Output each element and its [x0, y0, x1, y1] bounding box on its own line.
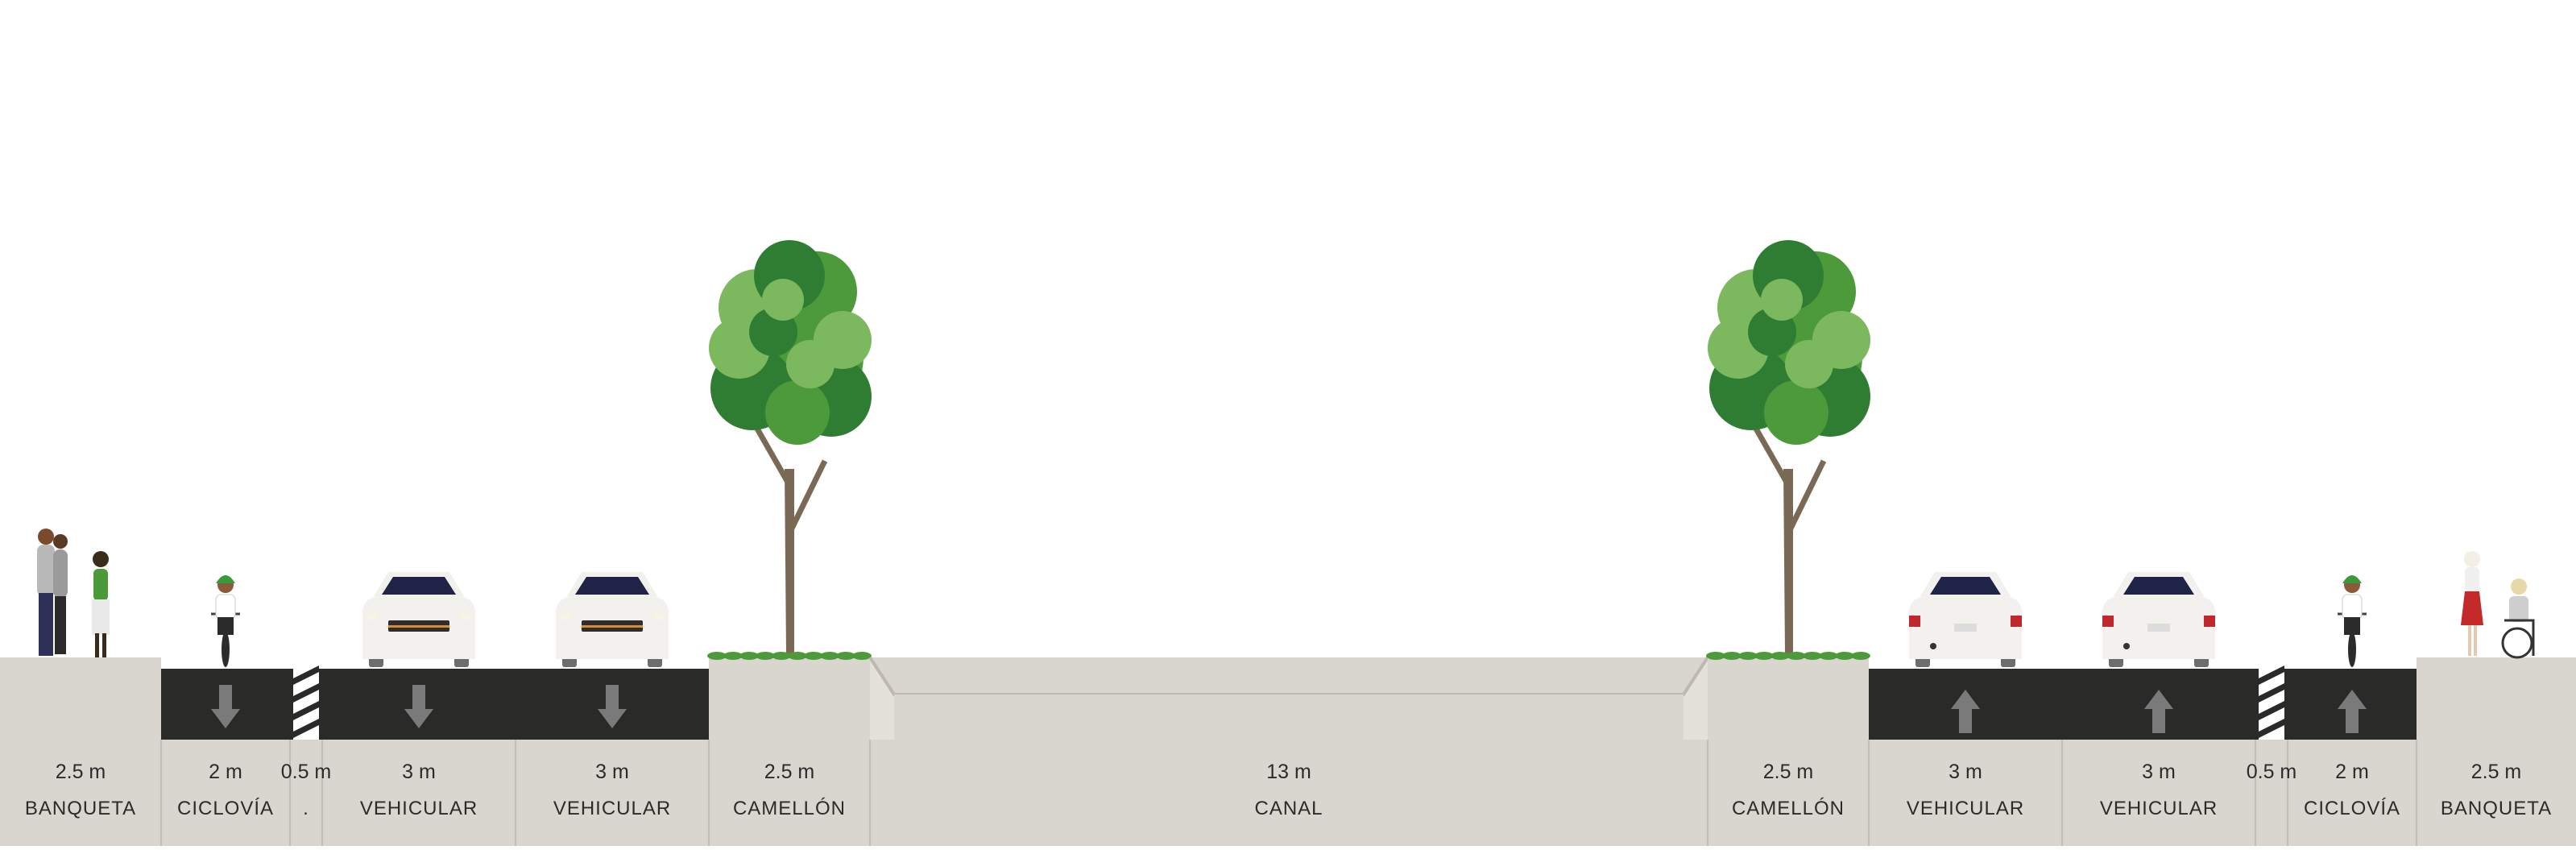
segment-width: 13 m	[1266, 761, 1311, 783]
segment-label-2: 0.5 m.	[281, 740, 332, 846]
tree-icon	[707, 240, 872, 660]
segment-name: VEHICULAR	[2099, 798, 2218, 819]
segment-divider	[869, 740, 871, 846]
segment-divider	[515, 740, 516, 846]
ground-base	[0, 740, 2576, 846]
segment-buffer	[290, 665, 322, 740]
segment-name: .	[303, 798, 309, 819]
car-rear-icon	[2102, 572, 2215, 667]
segment-width: 2 m	[209, 761, 242, 783]
segment-label-0: 2.5 m BANQUETA	[0, 740, 161, 846]
segment-name: VEHICULAR	[1906, 798, 2025, 819]
segment-divider	[708, 740, 710, 846]
segment-name: CAMELLÓN	[732, 798, 847, 819]
bollard-icon	[293, 665, 319, 740]
segment-width: 0.5 m	[280, 761, 332, 783]
segment-divider	[2287, 740, 2288, 846]
cyclist-icon	[2338, 575, 2367, 667]
segment-canal	[868, 656, 1709, 740]
segment-drive-lane	[516, 572, 709, 740]
segment-label-6: 13 m CANAL	[870, 740, 1708, 846]
tree-icon	[1706, 240, 1870, 660]
median	[1708, 657, 1869, 740]
segment-label-1: 2 m CICLOVÍA	[161, 740, 290, 846]
segment-label-3: 3 m VEHICULAR	[322, 740, 516, 846]
segment-name: VEHICULAR	[359, 798, 478, 819]
segment-label-5: 2.5 m CAMELLÓN	[709, 740, 870, 846]
segment-name: VEHICULAR	[553, 798, 672, 819]
segment-drive-lane	[1869, 572, 2062, 740]
segment-width: 2 m	[2335, 761, 2369, 783]
arrow-up-icon	[2338, 690, 2367, 733]
sidewalk	[2417, 657, 2576, 740]
segment-width: 3 m	[2142, 761, 2176, 783]
segment-width: 3 m	[595, 761, 629, 783]
car-front-icon	[556, 572, 669, 667]
segment-name: BANQUETA	[2440, 798, 2553, 819]
couple-icon	[37, 529, 110, 657]
segment-width: 2.5 m	[1762, 761, 1814, 783]
segment-width: 3 m	[1949, 761, 1982, 783]
segment-median-tree	[1706, 240, 1870, 740]
cyclist-icon	[211, 575, 240, 667]
arrow-down-icon	[404, 685, 433, 728]
segment-median-tree	[707, 240, 872, 740]
segment-label-12: 2.5 m BANQUETA	[2417, 740, 2576, 846]
segment-name: CAMELLÓN	[1731, 798, 1845, 819]
arrow-down-icon	[598, 685, 627, 728]
segment-width: 3 m	[402, 761, 436, 783]
median	[709, 657, 870, 740]
segment-buffer	[2255, 665, 2288, 740]
woman-red-dress-icon	[2461, 551, 2535, 659]
segment-name: CANAL	[1254, 798, 1323, 819]
segment-width: 2.5 m	[2470, 761, 2522, 783]
segment-bike-lane	[2288, 575, 2417, 740]
segment-drive-lane	[322, 572, 516, 740]
segment-width: 0.5 m	[2246, 761, 2297, 783]
segment-label-7: 2.5 m CAMELLÓN	[1708, 740, 1869, 846]
canal-bed	[894, 695, 1684, 740]
segment-sidewalk	[2417, 551, 2576, 740]
segment-divider	[2061, 740, 2063, 846]
segment-label-4: 3 m VEHICULAR	[516, 740, 709, 846]
arrow-up-icon	[1951, 690, 1980, 733]
arrow-down-icon	[211, 685, 240, 728]
segment-label-9: 3 m VEHICULAR	[2062, 740, 2255, 846]
segment-label-10: 0.5 m	[2247, 740, 2297, 846]
segment-divider	[321, 740, 323, 846]
segment-label-11: 2 m CICLOVÍA	[2288, 740, 2417, 846]
bollard-icon	[2259, 665, 2284, 740]
segment-name: CICLOVÍA	[2303, 798, 2401, 819]
segment-width: 2.5 m	[55, 761, 106, 783]
segment-divider	[1707, 740, 1708, 846]
segment-bike-lane	[161, 575, 290, 740]
segment-divider	[160, 740, 162, 846]
sidewalk	[0, 657, 161, 740]
segment-divider	[1868, 740, 1870, 846]
segment-sidewalk	[0, 529, 161, 740]
segment-drive-lane	[2062, 572, 2255, 740]
segment-label-8: 3 m VEHICULAR	[1869, 740, 2062, 846]
segment-divider	[2416, 740, 2417, 846]
segment-width: 2.5 m	[764, 761, 815, 783]
arrow-up-icon	[2144, 690, 2173, 733]
segment-name: CICLOVÍA	[176, 798, 275, 819]
segment-divider	[289, 740, 291, 846]
segment-divider	[2255, 740, 2256, 846]
car-front-icon	[362, 572, 475, 667]
segment-name: BANQUETA	[24, 798, 137, 819]
car-rear-icon	[1909, 572, 2022, 667]
